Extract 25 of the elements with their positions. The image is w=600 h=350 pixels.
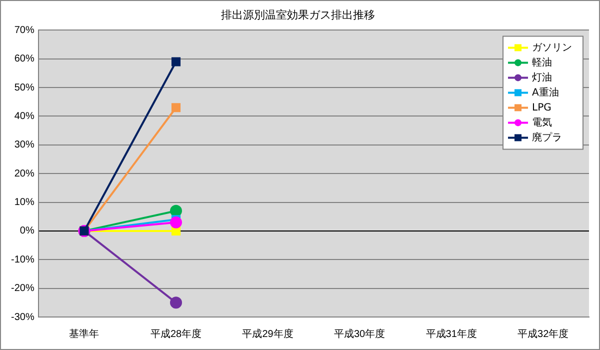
x-tick-label: 平成28年度 <box>150 328 202 340</box>
y-tick-label: 0% <box>20 226 34 237</box>
x-tick-label: 平成29年度 <box>242 328 294 340</box>
legend-label: 灯油 <box>532 71 552 84</box>
y-tick-label: 70% <box>14 24 34 36</box>
x-tick-label: 平成32年度 <box>518 328 569 340</box>
legend-label: ガソリン <box>532 42 572 54</box>
y-tick-label: 60% <box>14 54 34 65</box>
y-tick-label: 50% <box>14 82 34 94</box>
legend-label: 廃プラ <box>532 131 562 144</box>
legend-label: 電気 <box>532 117 552 128</box>
y-tick-label: -10% <box>10 254 34 266</box>
y-tick-label: 40% <box>14 110 34 122</box>
x-tick-label: 平成31年度 <box>426 328 477 340</box>
legend-label: LPG <box>532 102 552 114</box>
y-tick-label: 20% <box>14 168 34 180</box>
y-tick-label: -20% <box>10 283 34 294</box>
y-tick-label: 10% <box>14 197 34 208</box>
legend-label: 軽油 <box>532 56 552 68</box>
x-tick-label: 平成30年度 <box>334 328 386 340</box>
chart-title: 排出源別温室効果ガス排出推移 <box>221 8 375 22</box>
y-tick-label: 30% <box>14 140 34 151</box>
y-tick-label: -30% <box>10 312 34 323</box>
x-tick-label: 基準年 <box>69 328 100 340</box>
legend-label: A重油 <box>532 86 559 98</box>
